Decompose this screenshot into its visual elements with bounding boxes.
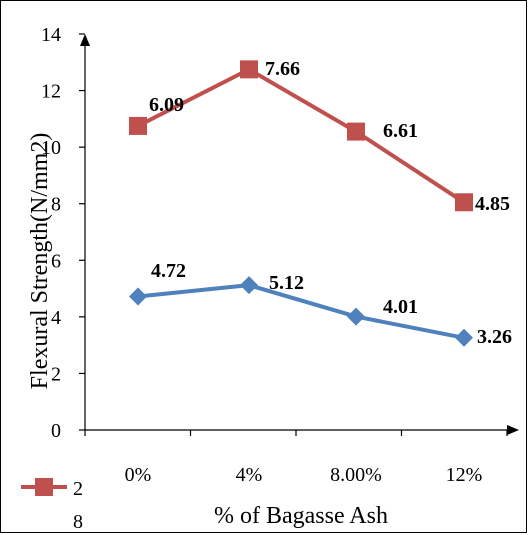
legend-label: 8 bbox=[73, 511, 83, 533]
axes bbox=[80, 34, 519, 435]
data-point-square bbox=[347, 122, 365, 141]
y-tick-label: 6 bbox=[51, 250, 61, 272]
data-label: 4.85 bbox=[475, 193, 510, 215]
y-axis-arrow bbox=[80, 34, 90, 46]
data-point-square bbox=[240, 60, 258, 79]
x-axis-arrow bbox=[507, 425, 519, 435]
data-label: 5.12 bbox=[269, 272, 304, 294]
data-labels: 6.09 7.66 6.61 4.85 4.72 5.12 4.01 3.26 bbox=[149, 58, 512, 348]
data-label: 7.66 bbox=[265, 58, 300, 80]
series-layer bbox=[129, 60, 473, 347]
data-label: 6.61 bbox=[383, 120, 418, 142]
x-axis-ticks: 0% 4% 8.00% 12% bbox=[84, 430, 508, 486]
y-tick-label: 0 bbox=[51, 420, 61, 442]
series-line bbox=[137, 67, 466, 204]
series-blue bbox=[129, 276, 473, 347]
y-axis-title: Flexural Strength(N/mm2) bbox=[27, 133, 53, 390]
y-axis-ticks: 0 2 4 6 8 10 12 14 bbox=[41, 24, 85, 442]
x-axis-title: % of Bagasse Ash bbox=[214, 503, 388, 529]
y-tick-label: 10 bbox=[41, 137, 61, 159]
series-red bbox=[129, 60, 473, 212]
series-line bbox=[137, 283, 465, 340]
data-label: 6.09 bbox=[149, 94, 184, 116]
y-tick-label: 14 bbox=[41, 24, 61, 46]
legend-marker bbox=[35, 478, 53, 496]
data-label: 3.26 bbox=[477, 326, 512, 348]
y-tick-label: 12 bbox=[41, 81, 61, 103]
legend-label: 2 bbox=[73, 478, 83, 500]
data-point-diamond bbox=[347, 307, 365, 326]
data-label: 4.72 bbox=[151, 260, 186, 282]
data-point-diamond bbox=[129, 287, 147, 306]
y-tick-label: 2 bbox=[51, 363, 61, 385]
x-tick-label: 12% bbox=[446, 464, 483, 486]
x-tick-label: 4% bbox=[236, 464, 263, 486]
data-point-diamond bbox=[455, 328, 473, 347]
data-point-square bbox=[129, 116, 147, 135]
data-point-diamond bbox=[240, 276, 258, 295]
data-point-square bbox=[455, 193, 473, 212]
x-tick-label: 0% bbox=[125, 464, 152, 486]
data-label: 4.01 bbox=[383, 296, 418, 318]
y-tick-label: 4 bbox=[51, 307, 61, 329]
x-tick-label: 8.00% bbox=[330, 464, 382, 486]
y-tick-label: 8 bbox=[51, 194, 61, 216]
legend: 28 bbox=[21, 478, 83, 533]
